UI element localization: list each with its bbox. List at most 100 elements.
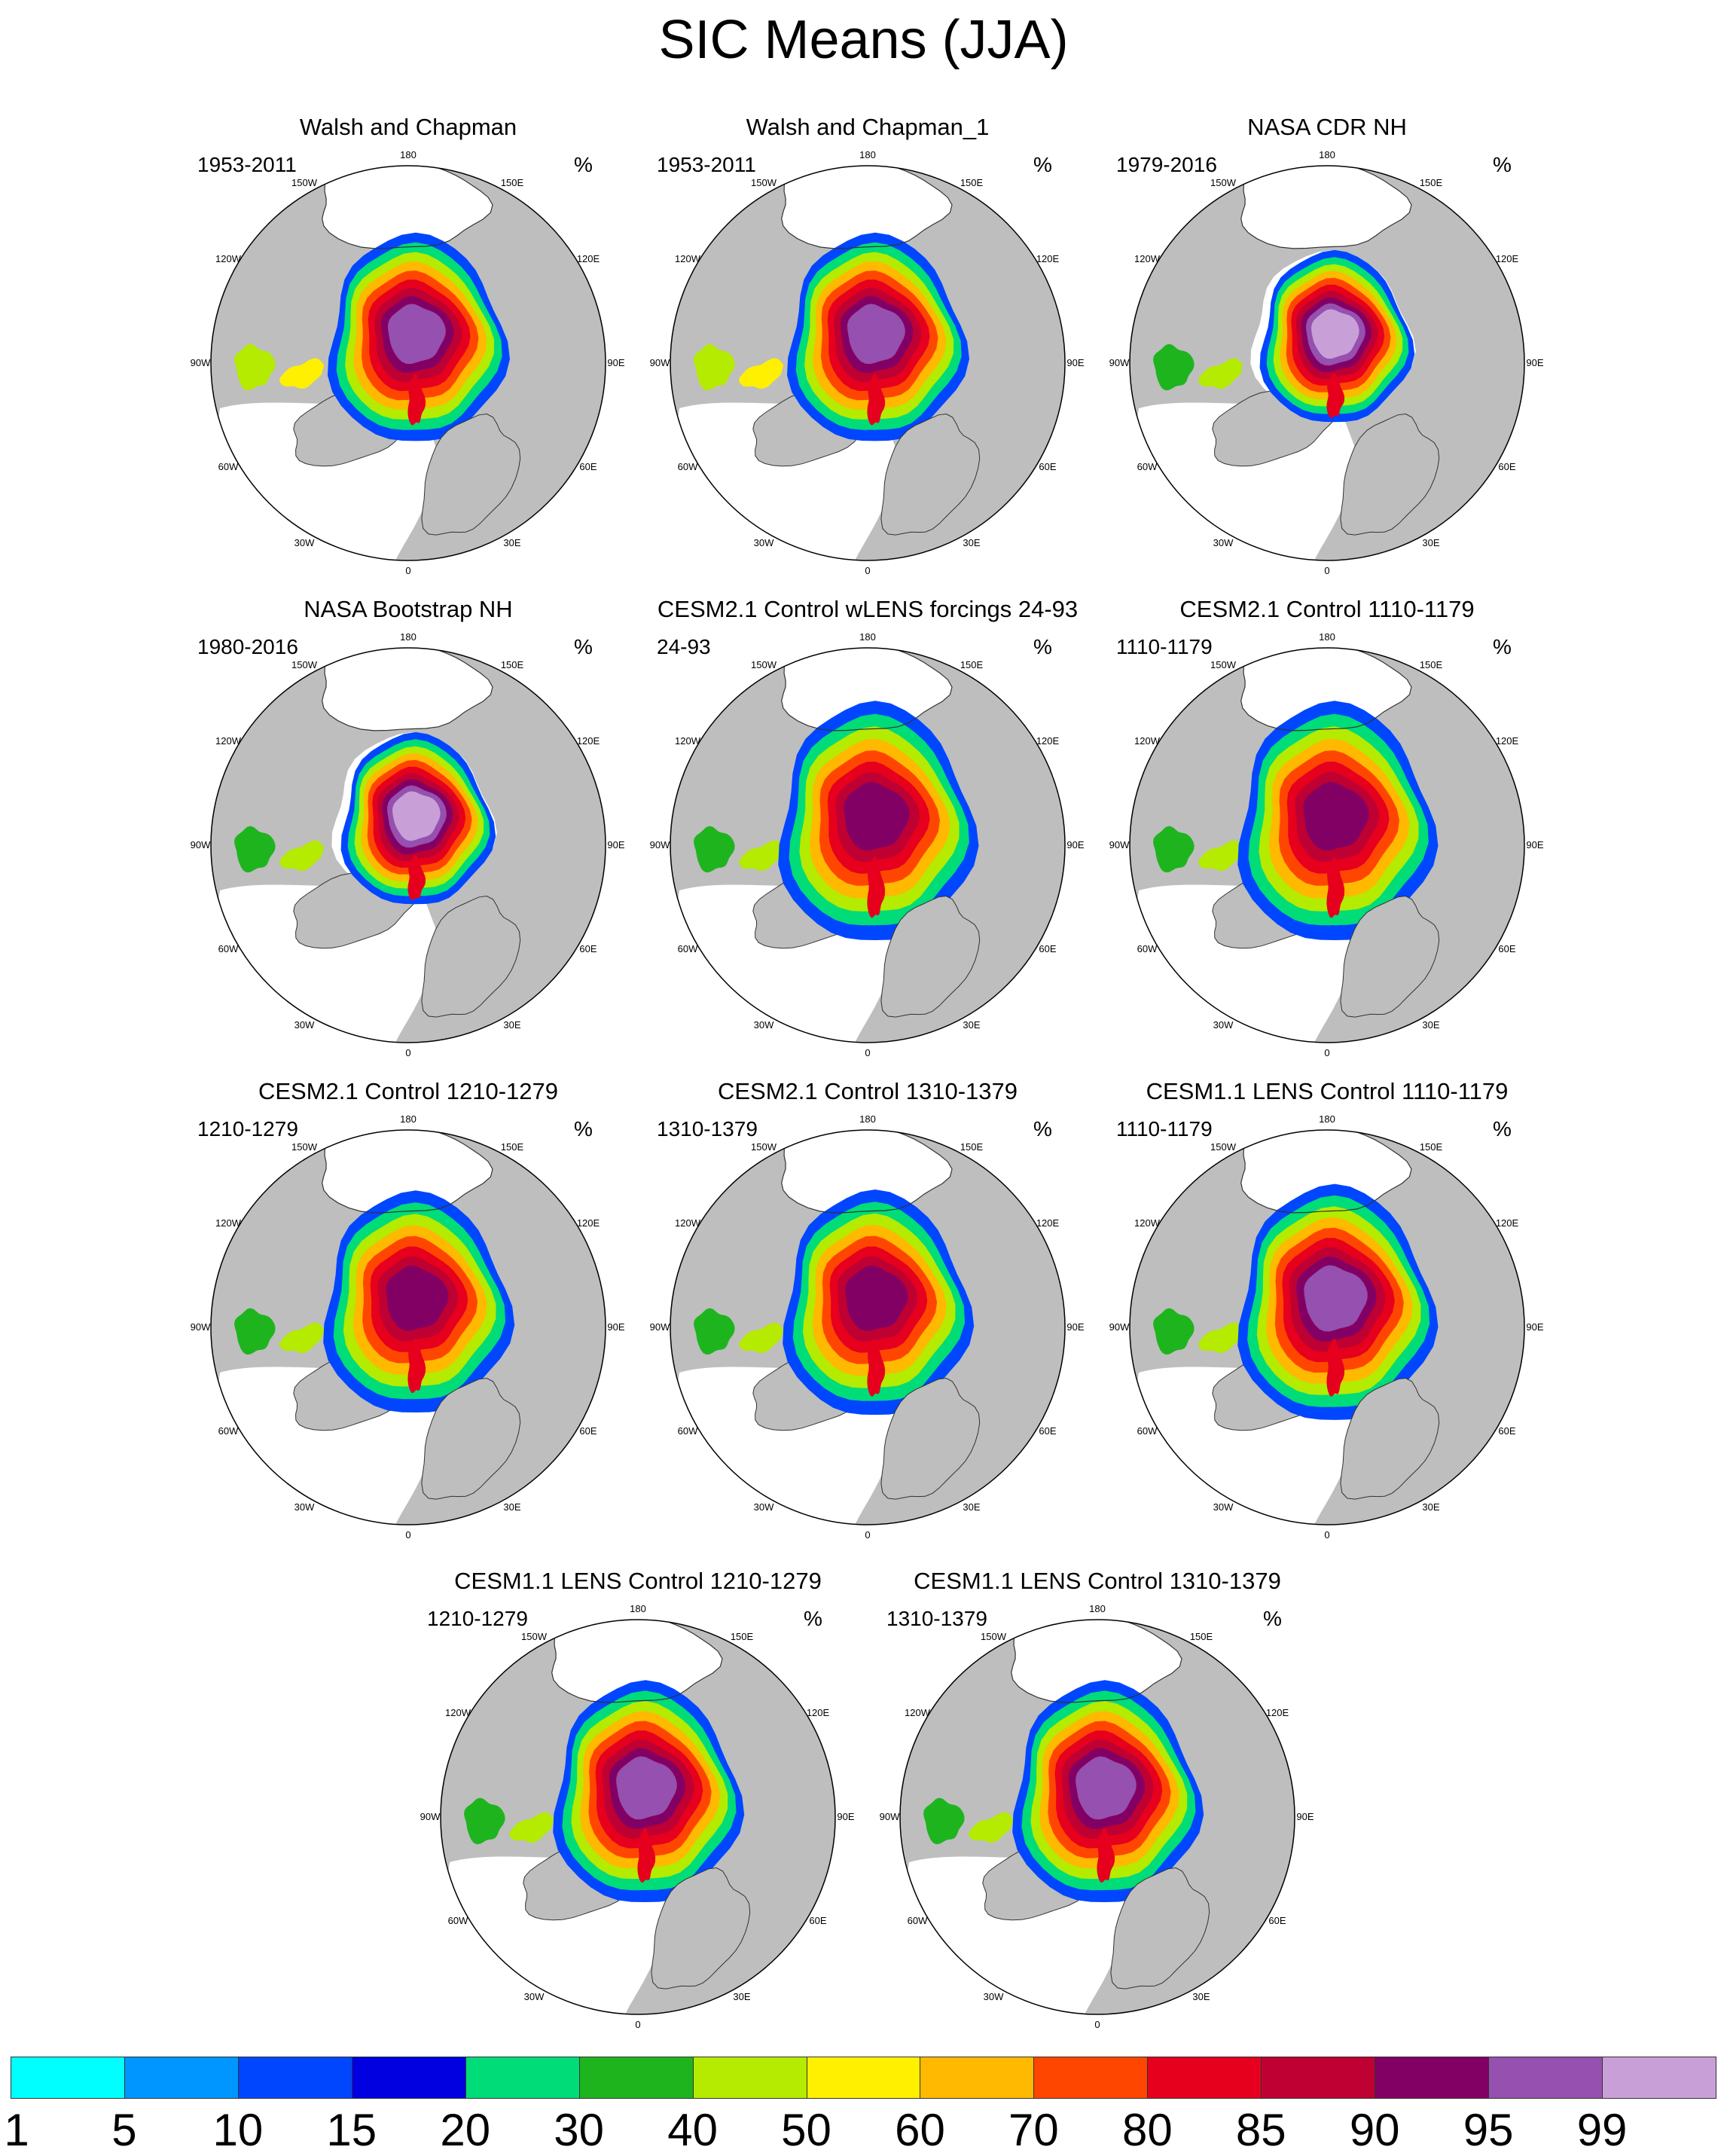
pacific-ocean [322, 648, 493, 731]
longitude-label: 30W [1213, 1019, 1234, 1031]
longitude-label: 120W [905, 1707, 931, 1718]
panel-units: % [1263, 1607, 1282, 1630]
longitude-label: 60E [1498, 461, 1515, 472]
longitude-label: 30W [1213, 537, 1234, 548]
longitude-label: 30W [524, 1991, 545, 2002]
sea-ice-band [392, 791, 441, 841]
longitude-label: 150W [751, 1141, 777, 1153]
sea-ice-band [616, 1756, 677, 1820]
map-boundary [899, 1619, 1295, 2015]
colorbar-segment [806, 2057, 921, 2099]
colorbar-tick-label: 15 [326, 2105, 377, 2155]
longitude-label: 120E [577, 253, 600, 264]
pacific-ocean [781, 166, 952, 249]
map-panel: Walsh and Chapman 180 150E 120E 90E 60E 30E 0 30… [167, 113, 649, 576]
map-panel: CESM2.1 Control 1110-1179 180 150E 120E 90E 6… [1086, 595, 1568, 1058]
longitude-label: 180 [1319, 1113, 1335, 1125]
scandinavia [880, 413, 981, 536]
map-boundary [210, 165, 606, 561]
longitude-label: 120E [1496, 253, 1519, 264]
longitude-label: 150W [751, 659, 777, 670]
colorbar-segment [578, 2057, 694, 2099]
panel-title: CESM2.1 Control 1210-1279 [258, 1078, 559, 1104]
panel-units: % [574, 635, 593, 658]
longitude-label: 60E [579, 461, 597, 472]
map-boundary [1129, 1129, 1525, 1525]
longitude-label: 150E [501, 659, 524, 670]
panel-period: 1110-1179 [1116, 635, 1213, 658]
longitude-label: 30W [754, 537, 774, 548]
longitude-label: 30W [984, 1991, 1004, 2002]
hudson-bay-ice [694, 344, 735, 391]
panel-units: % [1033, 635, 1052, 658]
baffin-bay-ice [969, 1812, 1013, 1843]
panel-period: 1210-1279 [197, 1117, 298, 1141]
longitude-label: 120W [215, 1217, 242, 1229]
panel-units: % [1493, 1117, 1512, 1141]
scandinavia [651, 1867, 751, 1990]
longitude-label: 90W [650, 357, 670, 368]
longitude-label: 0 [1324, 1047, 1329, 1058]
fram-strait-ice [1326, 372, 1345, 418]
longitude-label: 90E [607, 357, 624, 368]
longitude-label: 120W [445, 1707, 471, 1718]
longitude-label: 90W [880, 1811, 900, 1822]
map-panel: CESM2.1 Control 1210-1279 180 150E 120E 90E 6… [167, 1077, 649, 1541]
longitude-label: 60W [908, 1915, 928, 1926]
longitude-label: 30E [1422, 537, 1439, 548]
baffin-bay-ice [739, 1322, 783, 1353]
scandinavia [1340, 895, 1440, 1018]
longitude-label: 90W [1109, 1321, 1130, 1333]
longitude-label: 90E [837, 1811, 854, 1822]
colorbar-segment [237, 2057, 352, 2099]
scandinavia [1340, 1377, 1440, 1500]
colorbar [11, 2057, 1716, 2099]
longitude-label: 120E [1036, 253, 1060, 264]
figure-title: SIC Means (JJA) [658, 10, 1069, 70]
polar-stereographic-map: 180 150E 120E 90E 60E 30E 0 30W 60W 90W 120W 150W [880, 1603, 1314, 2030]
map-panel: NASA CDR NH 180 150E 120E 90E 60E 30E 0 30W 60W 90… [1086, 113, 1568, 576]
colorbar-segment [465, 2057, 580, 2099]
longitude-label: 60E [1498, 1425, 1515, 1437]
colorbar-segment [692, 2057, 807, 2099]
fram-strait-ice [867, 1338, 886, 1397]
panel-period: 1210-1279 [427, 1607, 528, 1630]
map-boundary [1129, 165, 1525, 561]
pacific-ocean [781, 1130, 952, 1213]
scandinavia [880, 1377, 981, 1500]
longitude-label: 120E [1036, 1217, 1060, 1229]
fram-strait-ice [407, 1338, 426, 1393]
map-boundary [670, 1129, 1066, 1525]
longitude-label: 150W [521, 1631, 548, 1642]
hudson-bay-ice [234, 1308, 276, 1355]
baffin-bay-ice [739, 358, 783, 389]
longitude-label: 90E [607, 1321, 624, 1333]
colorbar-segment [1261, 2057, 1376, 2099]
longitude-label: 150W [291, 659, 318, 670]
map-panel: CESM1.1 LENS Control 1210-1279 180 150E 120… [397, 1567, 879, 2030]
longitude-label: 150E [731, 1631, 754, 1642]
pacific-ocean [1240, 648, 1411, 731]
longitude-label: 90W [1109, 357, 1130, 368]
longitude-label: 120E [577, 735, 600, 747]
panel-units: % [1493, 635, 1512, 658]
colorbar-tick-label: 30 [554, 2105, 605, 2155]
colorbar-tick-label: 20 [440, 2105, 491, 2155]
longitude-label: 180 [400, 149, 416, 160]
panel-title: CESM1.1 LENS Control 1210-1279 [454, 1568, 822, 1594]
longitude-label: 180 [400, 1113, 416, 1125]
longitude-label: 30E [733, 1991, 750, 2002]
longitude-label: 30W [1213, 1501, 1234, 1513]
baffin-bay-ice [279, 1322, 324, 1353]
panel-period: 1310-1379 [886, 1607, 987, 1630]
longitude-label: 90W [650, 1321, 670, 1333]
longitude-label: 30E [963, 1019, 980, 1031]
longitude-label: 60W [678, 461, 698, 472]
longitude-label: 90E [1066, 839, 1084, 850]
longitude-label: 120W [1134, 1217, 1161, 1229]
baffin-bay-ice [279, 840, 324, 871]
longitude-label: 90W [191, 1321, 211, 1333]
longitude-label: 30E [1422, 1501, 1439, 1513]
colorbar-segment [1488, 2057, 1603, 2099]
hudson-bay-ice [694, 1308, 735, 1355]
